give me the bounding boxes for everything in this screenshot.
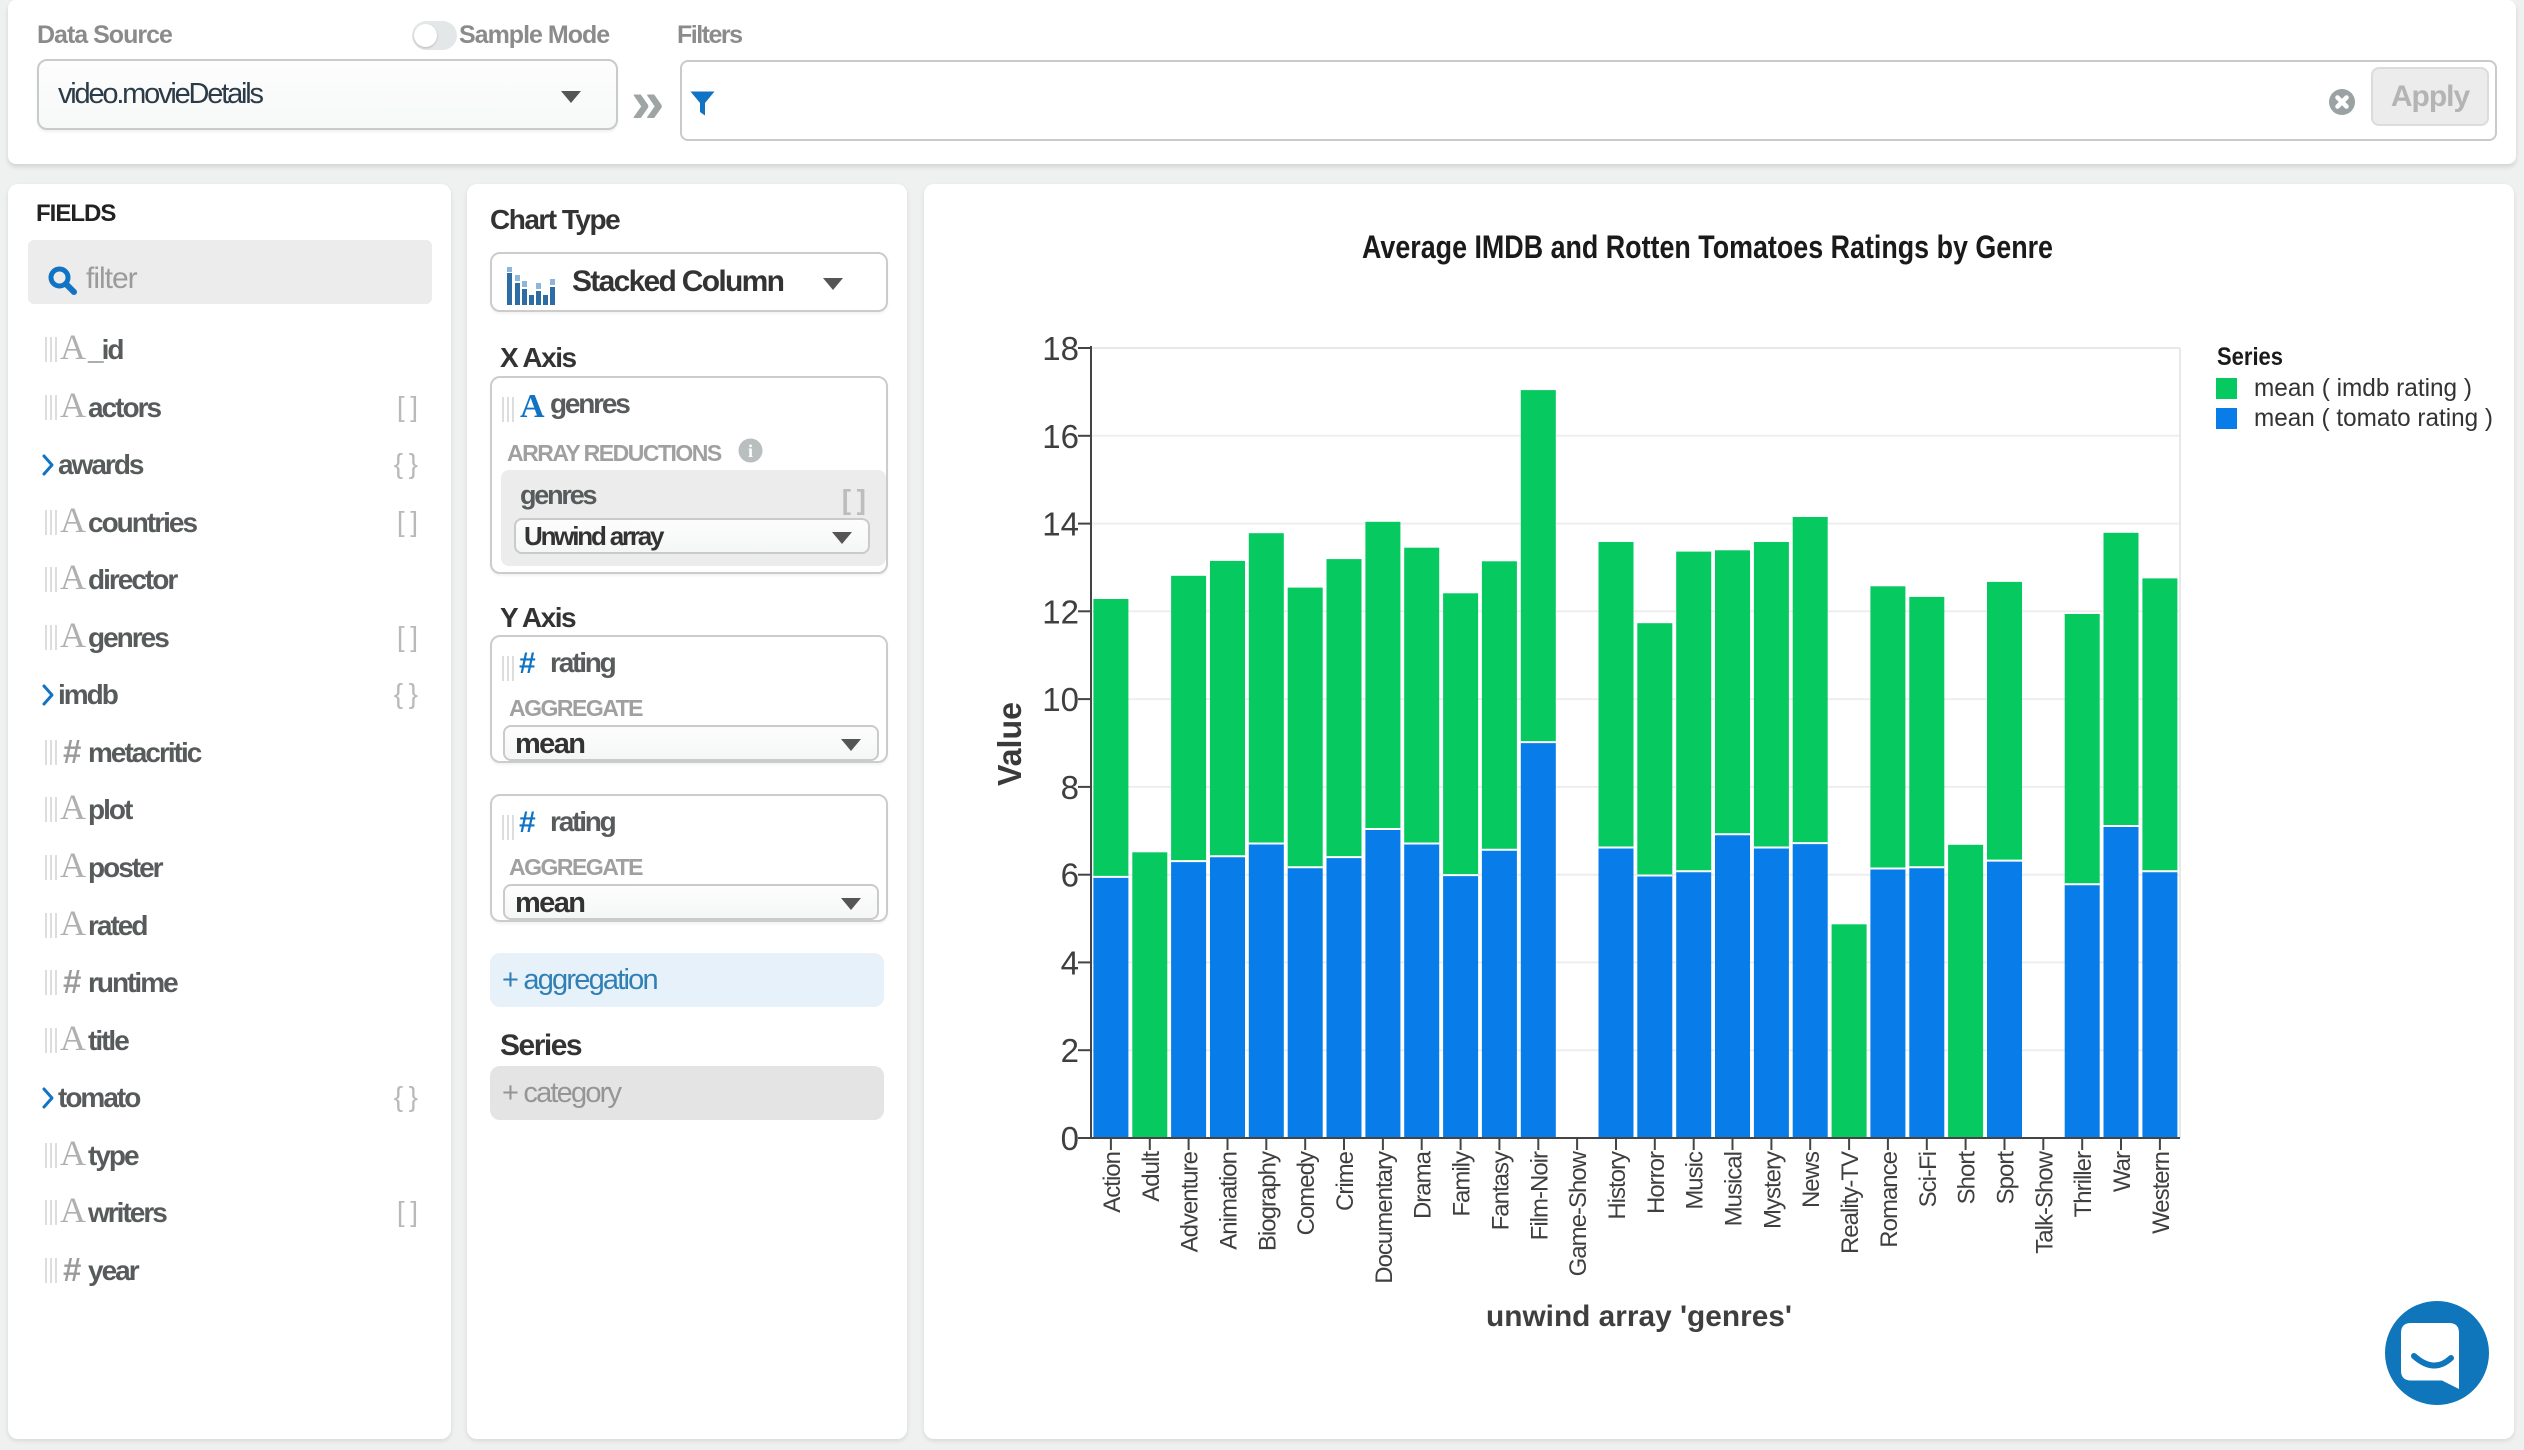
svg-text:Comedy: Comedy xyxy=(1293,1151,1320,1235)
svg-text:Game-Show: Game-Show xyxy=(1565,1150,1592,1276)
svg-text:10: 10 xyxy=(1042,681,1079,718)
svg-text:Action: Action xyxy=(1099,1152,1126,1213)
svg-text:Sci-Fi: Sci-Fi xyxy=(1915,1152,1942,1207)
svg-text:Drama: Drama xyxy=(1410,1150,1437,1219)
svg-text:6: 6 xyxy=(1061,857,1079,894)
svg-text:Animation: Animation xyxy=(1216,1152,1243,1250)
svg-text:Adult: Adult xyxy=(1138,1151,1165,1202)
svg-text:Musical: Musical xyxy=(1721,1152,1748,1226)
svg-text:8: 8 xyxy=(1061,769,1079,806)
svg-text:14: 14 xyxy=(1042,506,1079,543)
svg-text:Film-Noir: Film-Noir xyxy=(1526,1151,1553,1240)
svg-text:Sport: Sport xyxy=(1993,1151,2020,1205)
svg-text:Value: Value xyxy=(991,702,1028,786)
svg-text:Short: Short xyxy=(1954,1151,1981,1205)
svg-text:Crime: Crime xyxy=(1332,1151,1359,1211)
svg-text:Biography: Biography xyxy=(1254,1151,1281,1251)
svg-text:mean ( tomato rating ): mean ( tomato rating ) xyxy=(2254,404,2493,432)
svg-text:4: 4 xyxy=(1061,944,1079,981)
svg-text:Romance: Romance xyxy=(1876,1151,1903,1247)
svg-text:16: 16 xyxy=(1042,418,1079,455)
svg-text:Talk-Show: Talk-Show xyxy=(2031,1150,2058,1253)
svg-text:Mystery: Mystery xyxy=(1759,1151,1786,1229)
svg-text:i: i xyxy=(748,441,753,461)
svg-text:Adventure: Adventure xyxy=(1177,1151,1204,1252)
svg-text:Reality-TV: Reality-TV xyxy=(1837,1151,1864,1254)
svg-text:Fantasy: Fantasy xyxy=(1487,1151,1514,1230)
svg-text:History: History xyxy=(1604,1151,1631,1220)
svg-text:Series: Series xyxy=(2217,343,2283,371)
svg-text:News: News xyxy=(1798,1151,1825,1208)
svg-text:0: 0 xyxy=(1061,1120,1079,1157)
svg-text:12: 12 xyxy=(1042,593,1079,630)
svg-text:mean ( imdb rating ): mean ( imdb rating ) xyxy=(2254,374,2472,402)
svg-text:unwind array 'genres': unwind array 'genres' xyxy=(1486,1300,1792,1333)
svg-text:Horror: Horror xyxy=(1643,1151,1670,1214)
svg-text:Thriller: Thriller xyxy=(2070,1151,2097,1217)
svg-text:Music: Music xyxy=(1682,1151,1709,1210)
svg-text:2: 2 xyxy=(1061,1032,1079,1069)
svg-text:Average IMDB and Rotten Tomato: Average IMDB and Rotten Tomatoes Ratings… xyxy=(1362,229,2053,265)
svg-text:Family: Family xyxy=(1449,1151,1476,1217)
svg-text:18: 18 xyxy=(1042,330,1079,367)
svg-text:Documentary: Documentary xyxy=(1371,1151,1398,1284)
svg-text:War: War xyxy=(2109,1151,2136,1192)
svg-text:Western: Western xyxy=(2148,1152,2175,1234)
